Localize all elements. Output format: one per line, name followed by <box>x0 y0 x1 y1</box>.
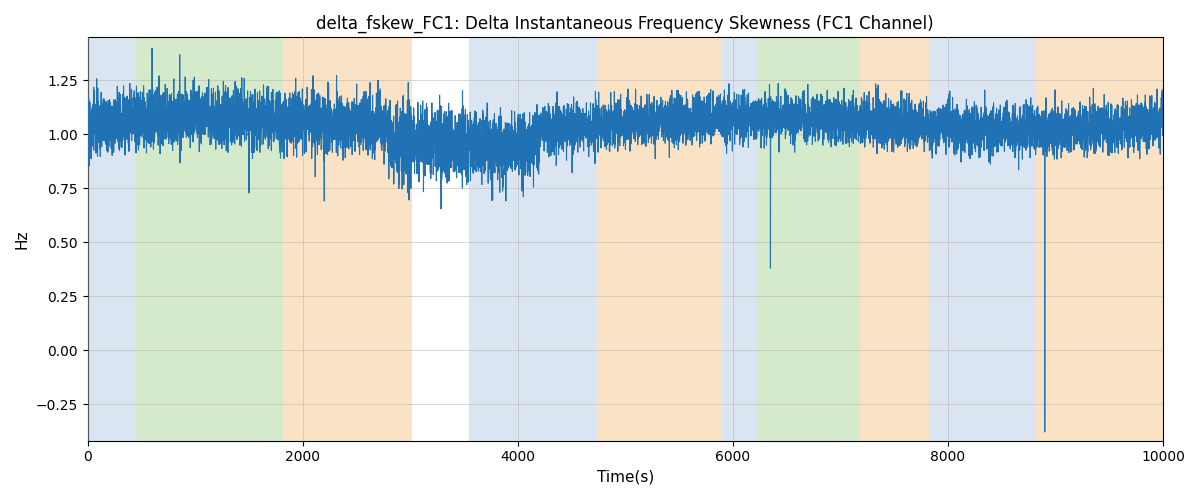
Bar <box>136 38 283 440</box>
Bar <box>1036 38 1163 440</box>
Bar <box>722 38 756 440</box>
Bar <box>283 38 413 440</box>
X-axis label: Time(s): Time(s) <box>596 470 654 485</box>
Bar <box>88 38 136 440</box>
Bar <box>756 38 859 440</box>
Bar <box>929 38 1036 440</box>
Bar <box>469 38 599 440</box>
Y-axis label: Hz: Hz <box>14 230 30 249</box>
Bar <box>599 38 722 440</box>
Bar <box>859 38 929 440</box>
Title: delta_fskew_FC1: Delta Instantaneous Frequency Skewness (FC1 Channel): delta_fskew_FC1: Delta Instantaneous Fre… <box>317 15 934 34</box>
